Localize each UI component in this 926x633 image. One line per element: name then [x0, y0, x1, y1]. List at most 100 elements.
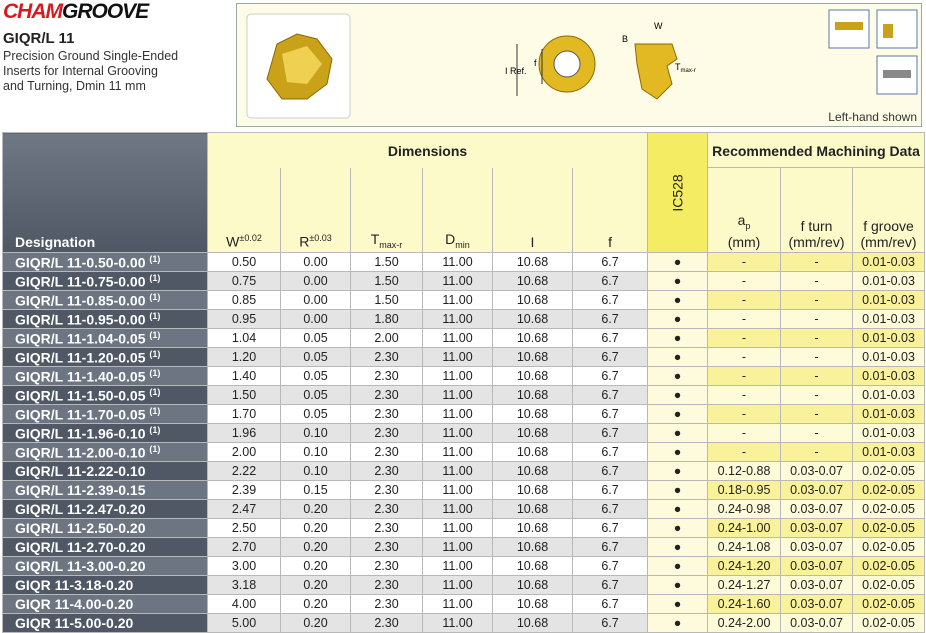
designation-text: GIQR/L 11-2.70-0.20 — [15, 539, 146, 555]
dimension-value: 11.00 — [422, 252, 493, 272]
footnote-mark: (1) — [149, 348, 161, 359]
designation-text: GIQR/L 11-2.00-0.10 — [15, 444, 146, 461]
data-row: GIQR/L 11-1.96-0.10 (1) 1.96 0.10 2.30 11.00… — [2, 423, 926, 443]
grade-mark: ● — [647, 290, 709, 310]
machining-value: - — [780, 442, 854, 462]
dimension-value: 11.00 — [422, 518, 493, 538]
machining-value: 0.24-1.08 — [707, 537, 782, 557]
dimension-value: 6.7 — [571, 423, 649, 443]
designation: GIQR/L 11-1.96-0.10 (1) — [2, 423, 208, 443]
dimension-value: 6.7 — [571, 328, 649, 348]
machining-value: - — [780, 328, 854, 348]
designation-text: GIQR 11-3.18-0.20 — [15, 577, 134, 593]
dimension-value: 1.50 — [350, 290, 423, 310]
dimension-value: 6.7 — [571, 461, 649, 481]
designation: GIQR/L 11-1.20-0.05 (1) — [2, 347, 208, 367]
dimension-value: 0.50 — [207, 252, 281, 272]
dimension-value: 1.50 — [207, 385, 281, 405]
designation: GIQR/L 11-2.47-0.20 — [2, 499, 208, 519]
machining-value: 0.03-0.07 — [780, 613, 854, 633]
footnote-mark: (1) — [149, 329, 161, 340]
data-row: GIQR/L 11-0.50-0.00 (1) 0.50 0.00 1.50 11.00… — [2, 252, 926, 272]
dimension-value: 0.20 — [280, 556, 351, 576]
machining-value: - — [707, 328, 782, 348]
dimension-value: 6.7 — [571, 575, 649, 595]
dimension-value: 10.68 — [492, 442, 573, 462]
dimension-value: 0.20 — [280, 575, 351, 595]
column-header: W±0.02 — [207, 167, 281, 253]
dimension-value: 2.30 — [350, 556, 423, 576]
machining-value: 0.03-0.07 — [780, 537, 854, 557]
dimension-value: 2.30 — [350, 594, 423, 614]
insert-highlight — [282, 46, 322, 84]
column-header: f groove (mm/rev) — [852, 167, 926, 253]
dimension-value: 6.7 — [571, 385, 649, 405]
grade-mark: ● — [647, 442, 709, 462]
grade-mark: ● — [647, 613, 709, 633]
dimension-value: 2.00 — [350, 328, 423, 348]
data-row: GIQR/L 11-1.50-0.05 (1) 1.50 0.05 2.30 11.00… — [2, 385, 926, 405]
grade-mark: ● — [647, 499, 709, 519]
designation-text: GIQR/L 11-1.04-0.05 — [15, 330, 146, 347]
designation: GIQR/L 11-1.50-0.05 (1) — [2, 385, 208, 405]
grade-mark: ● — [647, 461, 709, 481]
machining-value: 0.01-0.03 — [852, 404, 926, 424]
diagram-label-sub: max-r — [681, 68, 696, 74]
footnote-mark: (1) — [149, 386, 161, 397]
designation: GIQR/L 11-0.95-0.00 (1) — [2, 309, 208, 329]
dimension-value: 0.20 — [280, 518, 351, 538]
machining-value: - — [780, 290, 854, 310]
dimension-value: 11.00 — [422, 594, 493, 614]
machining-value: 0.01-0.03 — [852, 442, 926, 462]
machining-value: - — [780, 366, 854, 386]
designation: GIQR/L 11-2.70-0.20 — [2, 537, 208, 557]
dimension-value: 2.30 — [350, 518, 423, 538]
footnote-mark: (1) — [149, 424, 161, 435]
column-header: Dmin — [422, 167, 493, 253]
machining-value: 0.24-2.00 — [707, 613, 782, 633]
machining-value: 0.02-0.05 — [852, 480, 926, 500]
dimension-value: 6.7 — [571, 613, 649, 633]
header-sub: min — [455, 240, 470, 250]
machining-value: 0.12-0.88 — [707, 461, 782, 481]
dimension-value: 3.00 — [207, 556, 281, 576]
machining-value: - — [707, 366, 782, 386]
designation: GIQR/L 11-1.70-0.05 (1) — [2, 404, 208, 424]
designation-header: Designation — [2, 132, 208, 253]
dimension-value: 6.7 — [571, 556, 649, 576]
dimension-value: 6.7 — [571, 499, 649, 519]
dimension-value: 1.50 — [350, 271, 423, 291]
dimensions-header: Dimensions — [206, 132, 649, 168]
designation-text: GIQR/L 11-2.50-0.20 — [15, 520, 146, 536]
machining-value: 0.24-1.27 — [707, 575, 782, 595]
data-row: GIQR/L 11-2.22-0.10 2.22 0.10 2.30 11.00 10.6… — [2, 461, 926, 481]
dimension-value: 0.00 — [280, 290, 351, 310]
data-row: GIQR/L 11-2.47-0.20 2.47 0.20 2.30 11.00 10.6… — [2, 499, 926, 519]
grade-mark: ● — [647, 271, 709, 291]
dimension-value: 10.68 — [492, 575, 573, 595]
designation-text: GIQR/L 11-2.22-0.10 — [15, 463, 146, 479]
dimension-value: 0.05 — [280, 385, 351, 405]
designation: GIQR/L 11-2.22-0.10 — [2, 461, 208, 481]
dimension-value: 1.50 — [350, 252, 423, 272]
dimension-value: 2.30 — [350, 537, 423, 557]
dimension-value: 10.68 — [492, 480, 573, 500]
grade-mark: ● — [647, 347, 709, 367]
grade-mark: ● — [647, 575, 709, 595]
dimension-value: 10.68 — [492, 366, 573, 386]
data-row: GIQR 11-5.00-0.20 5.00 0.20 2.30 11.00 10.68 6… — [2, 613, 926, 633]
column-header: R±0.03 — [280, 167, 351, 253]
dimension-value: 2.50 — [207, 518, 281, 538]
machining-value: - — [707, 404, 782, 424]
machining-value: - — [780, 423, 854, 443]
header-sub: max-r — [379, 240, 403, 250]
designation-text: GIQR 11-5.00-0.20 — [15, 615, 134, 631]
logo-part: GROOVE — [62, 0, 149, 23]
machining-value: 0.01-0.03 — [852, 366, 926, 386]
dimension-value: 1.70 — [207, 404, 281, 424]
machining-value: 0.24-1.20 — [707, 556, 782, 576]
machining-value: 0.01-0.03 — [852, 385, 926, 405]
dimension-value: 0.95 — [207, 309, 281, 329]
column-header: f turn (mm/rev) — [780, 167, 854, 253]
machining-value: 0.03-0.07 — [780, 480, 854, 500]
